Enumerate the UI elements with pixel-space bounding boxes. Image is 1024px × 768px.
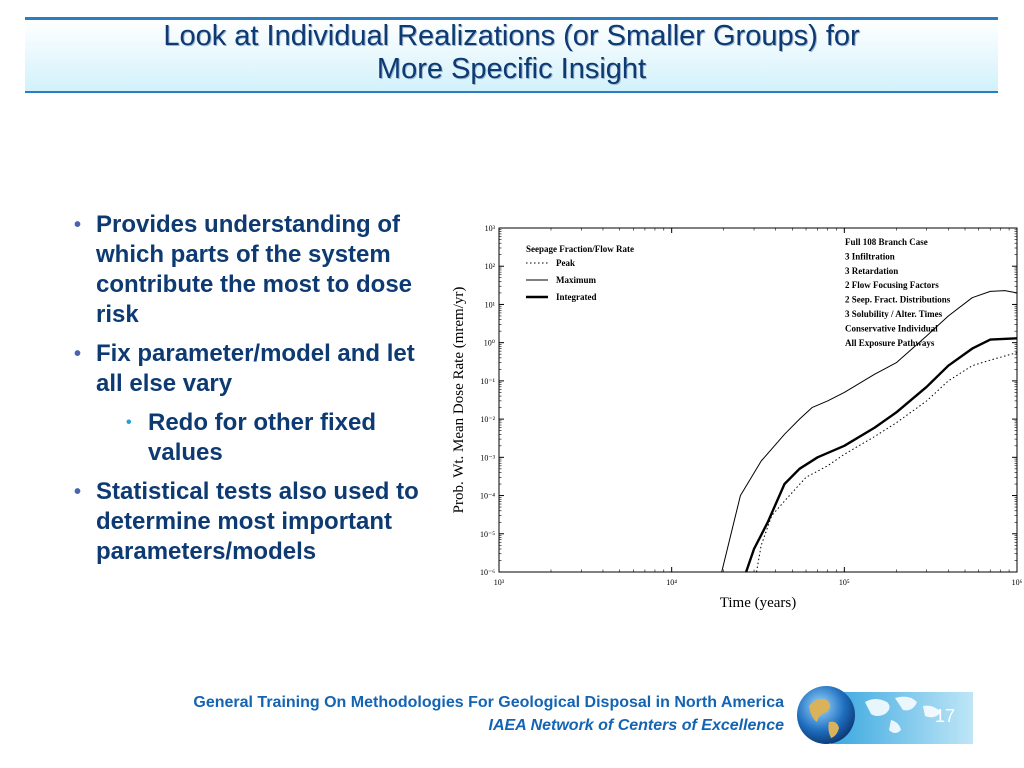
slide-title-line2: More Specific Insight [376,53,647,85]
series-line-peak [756,352,1018,573]
globe-map-icon [797,686,973,744]
y-tick-label: 10⁻⁶ [480,568,495,577]
y-tick-label: 10⁰ [484,339,495,348]
chart-annotation-line: 3 Infiltration [845,251,895,261]
bullet-dot-icon: • [74,481,82,503]
bullet-dot-icon: • [74,214,82,236]
y-tick-label: 10⁻¹ [480,377,495,386]
sub-bullet-text: Redo for other fixed values [148,409,377,466]
y-tick-label: 10⁻² [480,415,495,424]
legend-title: Seepage Fraction/Flow Rate [526,244,634,254]
chart-annotation-line: 3 Solubility / Alter. Times [845,309,943,319]
chart-annotation-line: All Exposure Pathways [845,338,935,348]
sub-bullet-dot-icon: • [126,414,132,431]
sub-bullet-item: • Redo for other fixed values [118,408,438,468]
legend-label: Integrated [556,292,597,302]
y-tick-label: 10⁻⁴ [480,492,495,501]
footer-course-title: General Training On Methodologies For Ge… [193,694,784,711]
series-line-integrated [744,337,1018,573]
title-band: Look at Individual Realizations (or Smal… [25,17,998,93]
page-number: 17 [935,706,956,726]
series-line-maximum [721,290,1018,573]
bullet-item: • Fix parameter/model and let all else v… [66,339,438,399]
chart-annotation-line: 2 Seep. Fract. Distributions [845,295,951,305]
footer-network-name: IAEA Network of Centers of Excellence [488,717,785,734]
slide-title-line1: Look at Individual Realizations (or Smal… [163,20,860,52]
slide-title: Look at Individual Realizations (or Smal… [25,20,998,86]
chart-annotation-line: 3 Retardation [845,266,898,276]
x-axis-label: Time (years) [720,595,797,611]
bullet-dot-icon: • [74,343,82,365]
plot-frame [498,227,1018,573]
chart-svg: 10⁻⁶ 10⁻⁵ 10⁻⁴ 10⁻³ 10⁻² 10⁻¹ 10⁰ 10¹ 10² 10³ 10³ 1… [451,224,1023,611]
bullet-text: Provides understanding of which parts of… [96,211,413,328]
legend-label: Peak [556,258,575,268]
y-tick-label: 10¹ [485,300,496,309]
y-tick-label: 10³ [485,224,496,233]
globe-logo [795,684,975,746]
bullet-item: • Provides understanding of which parts … [66,210,438,330]
x-tick-label: 10⁵ [839,578,850,587]
bullet-list: • Provides understanding of which parts … [66,210,438,576]
bullet-text: Fix parameter/model and let all else var… [96,340,415,397]
y-tick-label: 10² [485,262,496,271]
x-tick-label: 10³ [494,578,505,587]
x-tick-label: 10⁴ [666,578,677,587]
y-tick-label: 10⁻³ [480,453,495,462]
bullet-item: • Statistical tests also used to determi… [66,477,438,567]
chart-annotation-line: Full 108 Branch Case [845,237,928,247]
chart-annotation-line: 2 Flow Focusing Factors [845,280,939,290]
chart-annotation-line: Conservative Individual [845,323,938,333]
y-axis-label: Prob. Wt. Mean Dose Rate (mrem/yr) [451,287,467,514]
dose-rate-chart: 10⁻⁶ 10⁻⁵ 10⁻⁴ 10⁻³ 10⁻² 10⁻¹ 10⁰ 10¹ 10² 10³ 10³ 1… [442,212,1024,614]
y-tick-label: 10⁻⁵ [480,530,495,539]
x-tick-label: 10⁶ [1012,578,1023,587]
bullet-text: Statistical tests also used to determine… [96,478,419,565]
legend-label: Maximum [556,275,596,285]
